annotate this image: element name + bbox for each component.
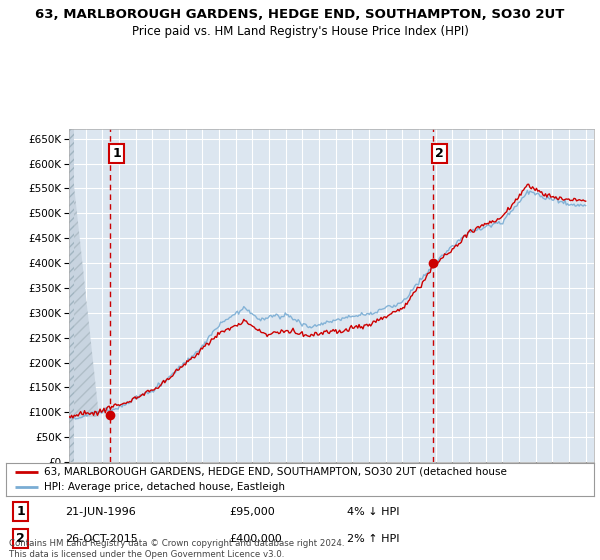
- Text: 26-OCT-2015: 26-OCT-2015: [65, 534, 137, 544]
- Text: 21-JUN-1996: 21-JUN-1996: [65, 507, 136, 517]
- Polygon shape: [69, 139, 99, 417]
- Polygon shape: [69, 129, 74, 462]
- Text: 1: 1: [112, 147, 121, 160]
- Text: 2: 2: [435, 147, 444, 160]
- Text: 63, MARLBOROUGH GARDENS, HEDGE END, SOUTHAMPTON, SO30 2UT (detached house: 63, MARLBOROUGH GARDENS, HEDGE END, SOUT…: [44, 467, 507, 477]
- Text: HPI: Average price, detached house, Eastleigh: HPI: Average price, detached house, East…: [44, 483, 285, 492]
- Text: £400,000: £400,000: [229, 534, 282, 544]
- Text: 4% ↓ HPI: 4% ↓ HPI: [347, 507, 400, 517]
- Text: Price paid vs. HM Land Registry's House Price Index (HPI): Price paid vs. HM Land Registry's House …: [131, 25, 469, 38]
- Text: 2: 2: [16, 532, 25, 545]
- Text: 63, MARLBOROUGH GARDENS, HEDGE END, SOUTHAMPTON, SO30 2UT: 63, MARLBOROUGH GARDENS, HEDGE END, SOUT…: [35, 8, 565, 21]
- Text: £95,000: £95,000: [229, 507, 275, 517]
- Text: 2% ↑ HPI: 2% ↑ HPI: [347, 534, 400, 544]
- Text: 1: 1: [16, 505, 25, 519]
- Text: Contains HM Land Registry data © Crown copyright and database right 2024.
This d: Contains HM Land Registry data © Crown c…: [9, 539, 344, 559]
